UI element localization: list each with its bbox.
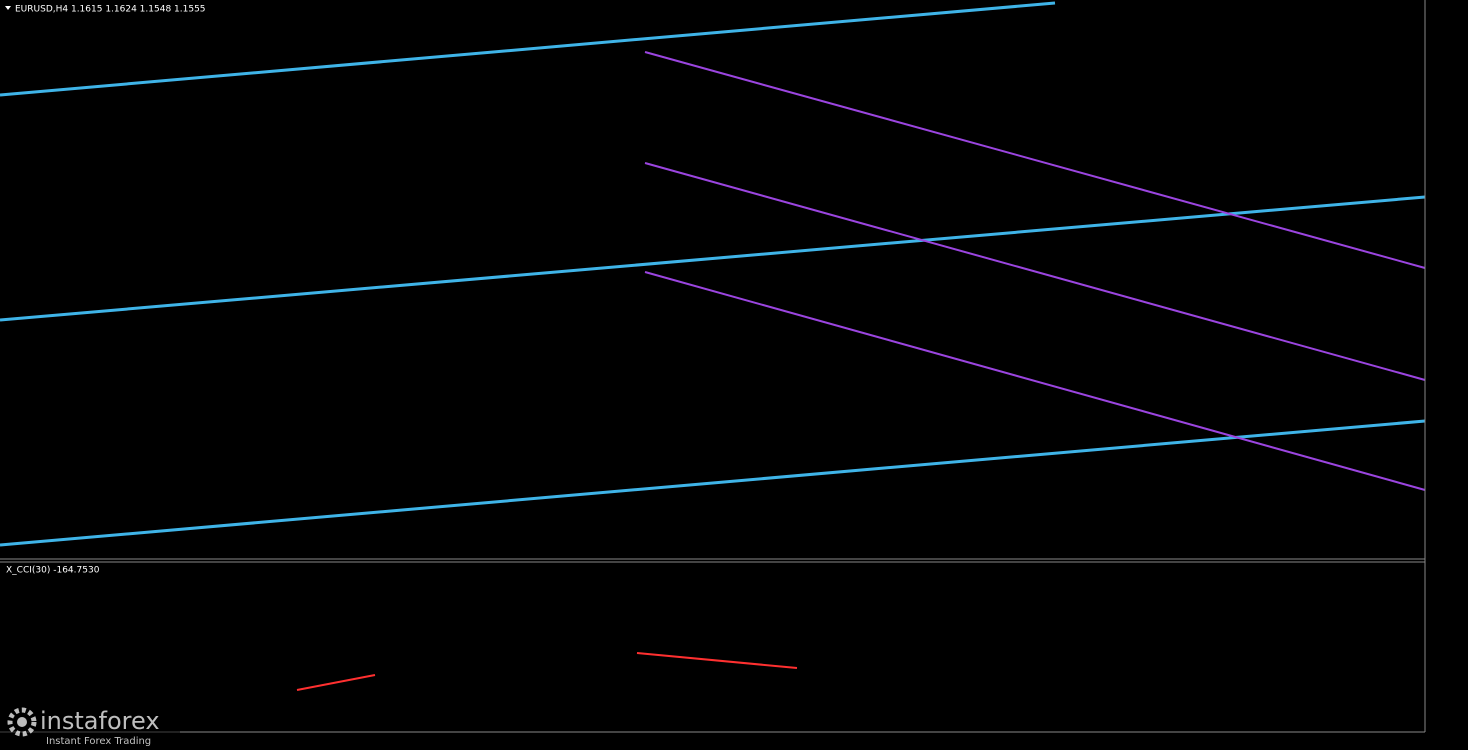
- channel-line: [644, 271, 1426, 491]
- symbol-menu-icon[interactable]: [5, 6, 11, 10]
- trend-line: [0, 1, 1056, 97]
- divergence-line: [296, 674, 376, 691]
- logo-tagline: Instant Forex Trading: [46, 736, 151, 747]
- indicator-title: X_CCI(30) -164.7530: [6, 566, 100, 576]
- channel-line: [644, 51, 1426, 269]
- logo-icon: [7, 707, 37, 737]
- trend-line: [0, 419, 1426, 547]
- logo-icon-core: [17, 717, 27, 727]
- trend-line: [0, 195, 1426, 322]
- divergence-line: [636, 652, 798, 669]
- regression-channel: [644, 51, 1426, 491]
- channel-line: [644, 162, 1426, 381]
- chart-title: EURUSD,H4 1.1615 1.1624 1.1548 1.1555: [15, 5, 206, 15]
- logo-text: instaforex: [40, 707, 160, 735]
- divergence-lines: [296, 652, 798, 691]
- trend-lines: [0, 1, 1426, 547]
- branding: instaforex Instant Forex Trading: [0, 702, 180, 750]
